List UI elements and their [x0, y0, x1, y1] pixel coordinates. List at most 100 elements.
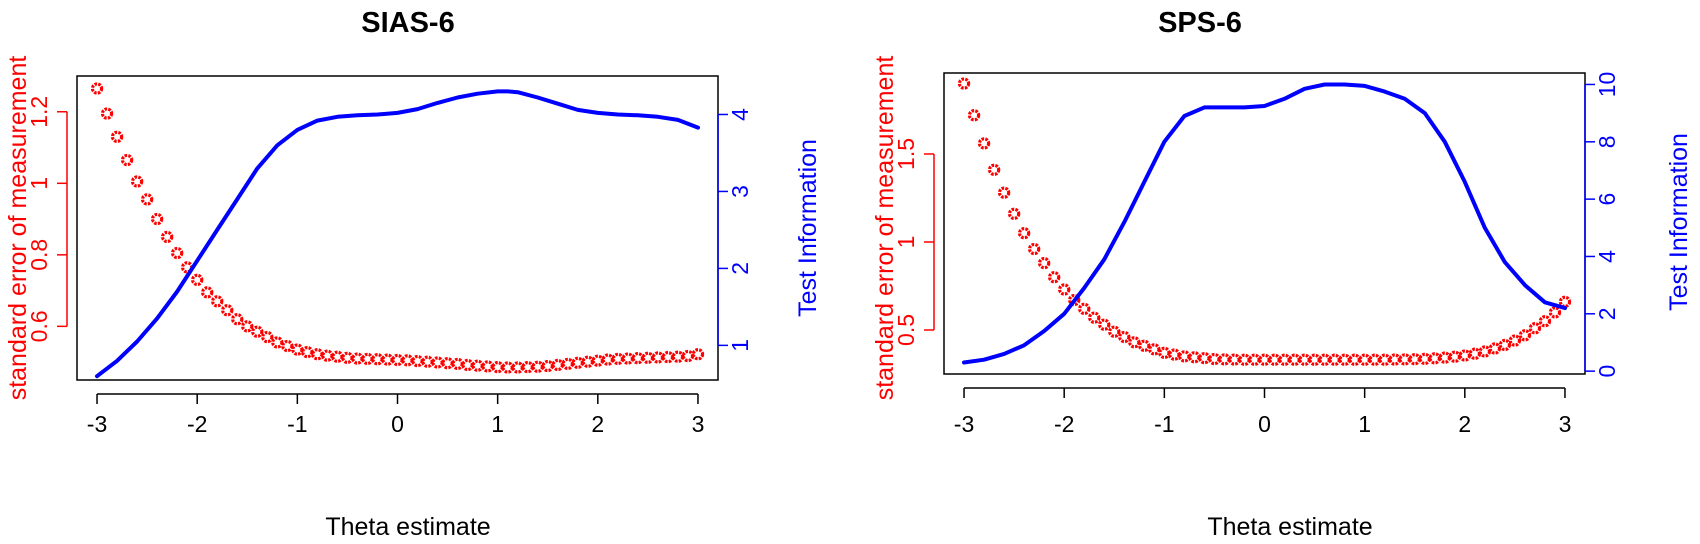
sem-point [581, 355, 594, 368]
sem-point [521, 360, 534, 374]
sem-point [1378, 353, 1391, 366]
y-right-tick-label: 10 [1594, 72, 1620, 98]
sem-point [1017, 226, 1031, 240]
y-left-tick-label: 0.5 [893, 314, 919, 346]
sem-point [1398, 353, 1411, 366]
sem-series [90, 82, 705, 374]
sem-point [1228, 353, 1241, 366]
sem-point [1208, 352, 1221, 366]
sem-point [321, 349, 334, 362]
sem-point [1528, 322, 1542, 335]
sem-point [541, 359, 554, 373]
sem-point [1138, 339, 1151, 353]
sem-point [1388, 353, 1401, 366]
sem-point [451, 357, 464, 371]
sem-point [1037, 256, 1051, 270]
sem-point [1508, 334, 1522, 347]
sem-point [261, 330, 274, 344]
chart-title: SIAS-6 [361, 7, 454, 39]
y-left-tick-label: 1.5 [893, 138, 919, 170]
test-information-line [962, 82, 1567, 365]
sem-point [110, 130, 124, 143]
y-right-tick-label: 2 [1594, 307, 1620, 320]
sem-point [611, 352, 625, 366]
x-tick-label: 1 [491, 411, 504, 437]
sem-point [591, 354, 605, 367]
sem-point [1348, 353, 1361, 366]
chart-panel-sps-6: SPS-6 Theta estimate standard error of m… [871, 7, 1693, 541]
y-left-tick-label: 1 [26, 177, 52, 190]
x-tick-label: 3 [1559, 411, 1572, 437]
y-right-tick-label: 0 [1594, 365, 1620, 378]
x-tick-label: -2 [187, 411, 207, 437]
sem-point [1078, 302, 1091, 316]
sem-point [1458, 349, 1472, 362]
sem-point [651, 351, 665, 364]
sem-point [1118, 330, 1131, 344]
sem-point [661, 350, 675, 364]
sem-point [1057, 283, 1071, 296]
sem-point [431, 356, 444, 369]
sem-point [1168, 348, 1181, 361]
sem-point [1518, 329, 1532, 342]
sem-point [1027, 242, 1041, 256]
sem-point [1278, 353, 1291, 366]
sem-point [251, 325, 264, 338]
chart-panel-sias-6: SIAS-6 Theta estimate standard error of … [4, 7, 822, 541]
sem-point [957, 77, 971, 90]
x-tick-label: -3 [954, 411, 974, 437]
sem-point [361, 352, 374, 366]
x-tick-label: -3 [87, 411, 107, 437]
sem-point [1068, 293, 1081, 307]
sem-point [977, 137, 991, 150]
sem-point [1178, 350, 1191, 363]
x-tick-label: 0 [391, 411, 404, 437]
sem-point [100, 107, 114, 120]
sem-point [631, 351, 645, 365]
sem-point [1318, 353, 1331, 366]
y-axis-left-label: standard error of measurement [4, 56, 32, 401]
sem-point [1418, 352, 1431, 366]
sem-point [621, 352, 635, 365]
sem-point [1558, 295, 1572, 309]
sem-point [471, 359, 484, 372]
sem-point [1148, 343, 1161, 356]
sem-point [511, 361, 524, 374]
sem-point [1488, 342, 1502, 355]
x-tick-label: 3 [692, 411, 705, 437]
y-right-tick-label: 2 [727, 262, 753, 275]
sem-point [120, 153, 134, 167]
sem-point [641, 351, 655, 365]
sem-point [441, 356, 454, 370]
sem-point [1288, 353, 1301, 366]
sem-point [1298, 353, 1311, 366]
x-tick-label: 2 [1458, 411, 1471, 437]
sem-point [371, 353, 384, 366]
test-information-series [95, 89, 700, 379]
sem-point [1047, 270, 1061, 284]
sem-point [130, 175, 144, 188]
sem-point [1408, 353, 1421, 366]
sem-point [391, 353, 404, 367]
sem-point [411, 354, 424, 368]
sem-point [571, 356, 584, 370]
x-axis-label: Theta estimate [1207, 513, 1372, 541]
sem-point [967, 109, 981, 122]
sem-point [987, 163, 1001, 177]
x-axis-label: Theta estimate [325, 513, 490, 541]
sem-point [231, 313, 244, 326]
sem-point [531, 360, 544, 373]
sem-point [90, 82, 104, 95]
y-axis-left-label: standard error of measurement [871, 56, 899, 401]
sem-point [1358, 353, 1371, 366]
sem-point [291, 343, 304, 356]
sem-point [1188, 351, 1201, 364]
sem-point [351, 352, 364, 365]
sem-point [160, 230, 174, 244]
y-axis-right-label: Test Information [1665, 133, 1693, 311]
sem-point [461, 358, 474, 372]
sem-point [150, 212, 164, 226]
sem-point [271, 336, 284, 349]
sem-point [331, 350, 344, 363]
